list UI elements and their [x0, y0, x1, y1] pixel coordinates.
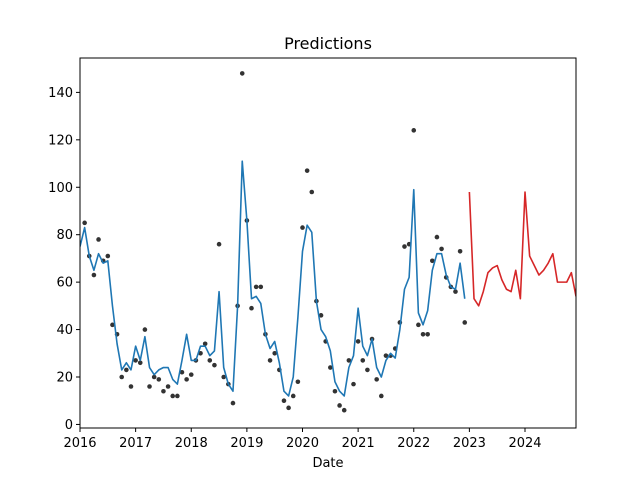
x-tick-label: 2024 [508, 436, 541, 451]
data-point [119, 374, 125, 380]
data-point [151, 374, 157, 380]
data-point [383, 353, 389, 358]
data-point [207, 358, 213, 363]
data-point [462, 320, 468, 325]
data-point [416, 322, 421, 328]
data-point [272, 350, 277, 356]
x-tick-label: 2023 [453, 436, 486, 451]
plot-frame [79, 57, 577, 429]
data-point [309, 189, 315, 195]
data-point [337, 403, 342, 408]
data-point [212, 362, 217, 368]
x-axis-label: Date [312, 456, 343, 471]
data-point [110, 322, 115, 328]
x-tick-label: 2021 [342, 436, 375, 451]
data-point [239, 71, 245, 76]
data-point [202, 341, 208, 347]
data-point [267, 358, 273, 363]
data-point [156, 377, 162, 382]
data-point [439, 246, 444, 252]
y-tick-label: 20 [56, 371, 73, 386]
data-point [137, 360, 143, 366]
data-point [258, 284, 264, 290]
plot-area [80, 71, 576, 413]
data-point [170, 393, 176, 399]
data-point [128, 384, 134, 389]
chart-title: Predictions [284, 34, 372, 53]
data-point [82, 220, 87, 226]
y-tick-label: 0 [65, 418, 73, 433]
data-point [184, 377, 189, 382]
data-point [281, 398, 287, 404]
data-point [300, 225, 305, 230]
y-tick-label: 140 [48, 86, 73, 101]
y-axis: 0 20 40 60 80 100 120 140 [48, 86, 80, 433]
data-point [332, 388, 338, 394]
data-point [379, 393, 384, 399]
data-point [457, 249, 463, 254]
y-tick-label: 100 [48, 181, 73, 196]
data-point [304, 168, 310, 173]
data-point [286, 405, 291, 411]
x-tick-label: 2017 [119, 436, 152, 451]
data-point [124, 367, 129, 373]
data-point [420, 332, 426, 337]
x-tick-label: 2019 [230, 436, 263, 451]
data-point [430, 258, 435, 264]
data-point [341, 407, 347, 413]
x-tick-label: 2016 [63, 436, 96, 451]
x-tick-label: 2022 [397, 436, 430, 451]
data-point [147, 384, 152, 389]
x-axis: 2016 2017 2018 2019 2020 2021 2022 2023 2024 [63, 428, 542, 451]
data-point [230, 400, 236, 406]
data-point [295, 379, 301, 385]
series-line-2 [468, 191, 576, 307]
y-tick-label: 80 [56, 228, 73, 243]
data-point [328, 365, 333, 370]
data-point [355, 339, 361, 344]
data-point [165, 384, 171, 389]
x-tick-label: 2018 [175, 436, 208, 451]
data-point [105, 253, 111, 259]
data-point [402, 244, 407, 249]
data-point [346, 358, 352, 363]
data-point [360, 358, 366, 363]
data-point [161, 388, 166, 394]
data-point [453, 289, 458, 294]
data-point [374, 377, 379, 382]
data-point [91, 272, 97, 278]
data-point [411, 128, 417, 133]
data-point [253, 284, 259, 290]
data-point [133, 358, 138, 363]
data-point [318, 313, 324, 318]
data-point [425, 332, 430, 337]
y-tick-label: 40 [56, 323, 73, 338]
data-point [365, 367, 370, 373]
x-tick-label: 2020 [286, 436, 319, 451]
data-point [221, 374, 226, 380]
data-point [351, 381, 356, 387]
data-point [142, 327, 148, 332]
data-point [249, 305, 254, 311]
series-line-1 [80, 160, 466, 397]
data-point [216, 241, 222, 247]
data-point [175, 393, 180, 399]
data-point [188, 372, 194, 377]
data-point [96, 237, 101, 242]
y-tick-label: 60 [56, 276, 73, 291]
y-tick-label: 120 [48, 133, 73, 148]
data-point [434, 234, 440, 240]
data-point [290, 393, 296, 399]
data-point [179, 369, 185, 375]
